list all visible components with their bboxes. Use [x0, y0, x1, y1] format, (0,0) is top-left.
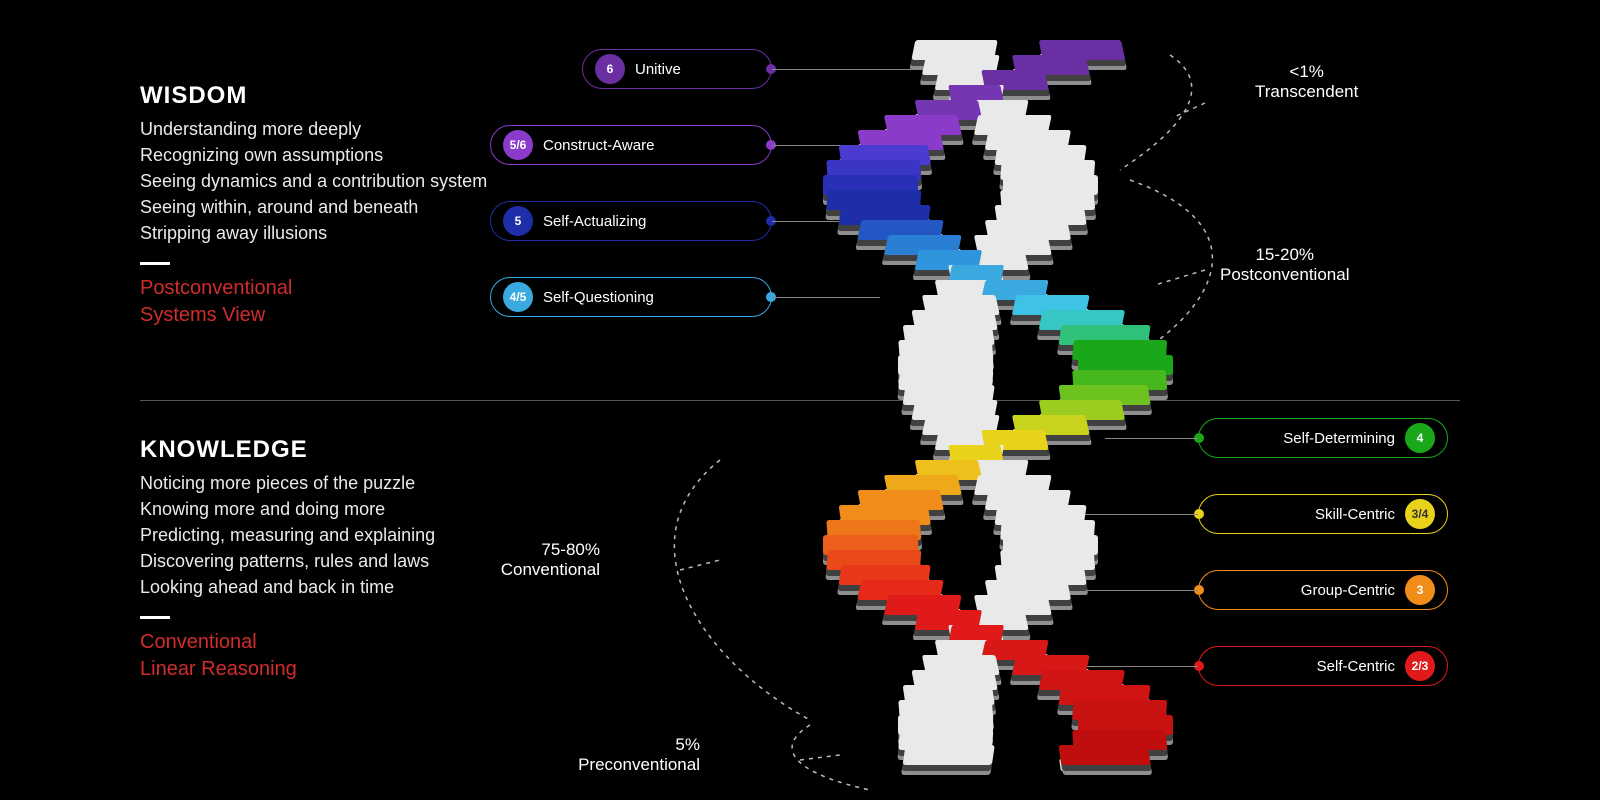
wisdom-title: WISDOM: [140, 82, 487, 110]
stage-pill-skill-centric: Skill-Centric 3/4: [1198, 494, 1448, 534]
stage-number-badge: 3: [1405, 575, 1435, 605]
percent-label: Conventional: [501, 560, 600, 580]
knowledge-rule: [140, 616, 170, 619]
percent-value: 15-20%: [1220, 245, 1349, 265]
stage-label: Self-Actualizing: [543, 213, 646, 230]
stage-pill-group-centric: Group-Centric 3: [1198, 570, 1448, 610]
percent-label: Transcendent: [1255, 82, 1358, 102]
wisdom-line: Seeing within, around and beneath: [140, 194, 487, 220]
percent-annotation: <1%Transcendent: [1255, 62, 1358, 102]
dashed-curve: [792, 725, 870, 790]
wisdom-red-line: Postconventional: [140, 275, 487, 302]
percent-value: <1%: [1255, 62, 1358, 82]
stage-pill-self-questioning: 4/5 Self-Questioning: [490, 277, 772, 317]
stage-number-badge: 5/6: [503, 130, 533, 160]
percent-value: 5%: [578, 735, 700, 755]
leader-line: [1105, 438, 1198, 439]
percent-value: 75-80%: [501, 540, 600, 560]
stage-label: Group-Centric: [1301, 582, 1395, 599]
stage-label: Unitive: [635, 61, 681, 78]
stage-number-badge: 3/4: [1405, 499, 1435, 529]
knowledge-line: Noticing more pieces of the puzzle: [140, 470, 435, 496]
leader-line: [1082, 514, 1198, 515]
stage-label: Construct-Aware: [543, 137, 654, 154]
stage-pill-self-determining: Self-Determining 4: [1198, 418, 1448, 458]
leader-line: [772, 221, 845, 222]
knowledge-block: KNOWLEDGE Noticing more pieces of the pu…: [140, 436, 435, 683]
knowledge-line: Knowing more and doing more: [140, 496, 435, 522]
percent-annotation: 5%Preconventional: [578, 735, 700, 775]
dashed-curve: [674, 460, 810, 720]
stage-pill-unitive: 6 Unitive: [582, 49, 772, 89]
wisdom-line: Stripping away illusions: [140, 220, 487, 246]
percent-annotation: 15-20%Postconventional: [1220, 245, 1349, 285]
wisdom-line: Seeing dynamics and a contribution syste…: [140, 168, 487, 194]
dashed-leader: [1155, 270, 1205, 285]
stage-number-badge: 4/5: [503, 282, 533, 312]
dashed-leader: [800, 755, 840, 760]
stage-pill-self-actualizing: 5 Self-Actualizing: [490, 201, 772, 241]
stage-number-badge: 2/3: [1405, 651, 1435, 681]
knowledge-line: Predicting, measuring and explaining: [140, 522, 435, 548]
stage-label: Skill-Centric: [1315, 506, 1395, 523]
wisdom-red-line: Systems View: [140, 302, 487, 329]
stage-number-badge: 6: [595, 54, 625, 84]
stage-label: Self-Questioning: [543, 289, 654, 306]
dashed-curve: [1120, 55, 1192, 170]
knowledge-title: KNOWLEDGE: [140, 436, 435, 464]
dashed-leader: [680, 560, 720, 570]
percent-label: Preconventional: [578, 755, 700, 775]
dashed-leader: [1172, 103, 1205, 118]
percent-annotation: 75-80%Conventional: [501, 540, 600, 580]
wisdom-line: Recognizing own assumptions: [140, 142, 487, 168]
leader-line: [1060, 590, 1198, 591]
knowledge-line: Discovering patterns, rules and laws: [140, 548, 435, 574]
section-divider: [140, 400, 1460, 401]
stage-pill-construct-aware: 5/6 Construct-Aware: [490, 125, 772, 165]
leader-line: [772, 297, 880, 298]
wisdom-block: WISDOM Understanding more deeply Recogni…: [140, 82, 487, 329]
stage-pill-self-centric: Self-Centric 2/3: [1198, 646, 1448, 686]
stage-label: Self-Determining: [1283, 430, 1395, 447]
wisdom-rule: [140, 262, 170, 265]
wisdom-line: Understanding more deeply: [140, 116, 487, 142]
knowledge-line: Looking ahead and back in time: [140, 574, 435, 600]
percent-label: Postconventional: [1220, 265, 1349, 285]
knowledge-red-line: Conventional: [140, 629, 435, 656]
stage-number-badge: 5: [503, 206, 533, 236]
stage-number-badge: 4: [1405, 423, 1435, 453]
knowledge-red-line: Linear Reasoning: [140, 656, 435, 683]
stage-label: Self-Centric: [1317, 658, 1395, 675]
leader-line: [772, 69, 920, 70]
infographic-canvas: WISDOM Understanding more deeply Recogni…: [0, 0, 1600, 800]
